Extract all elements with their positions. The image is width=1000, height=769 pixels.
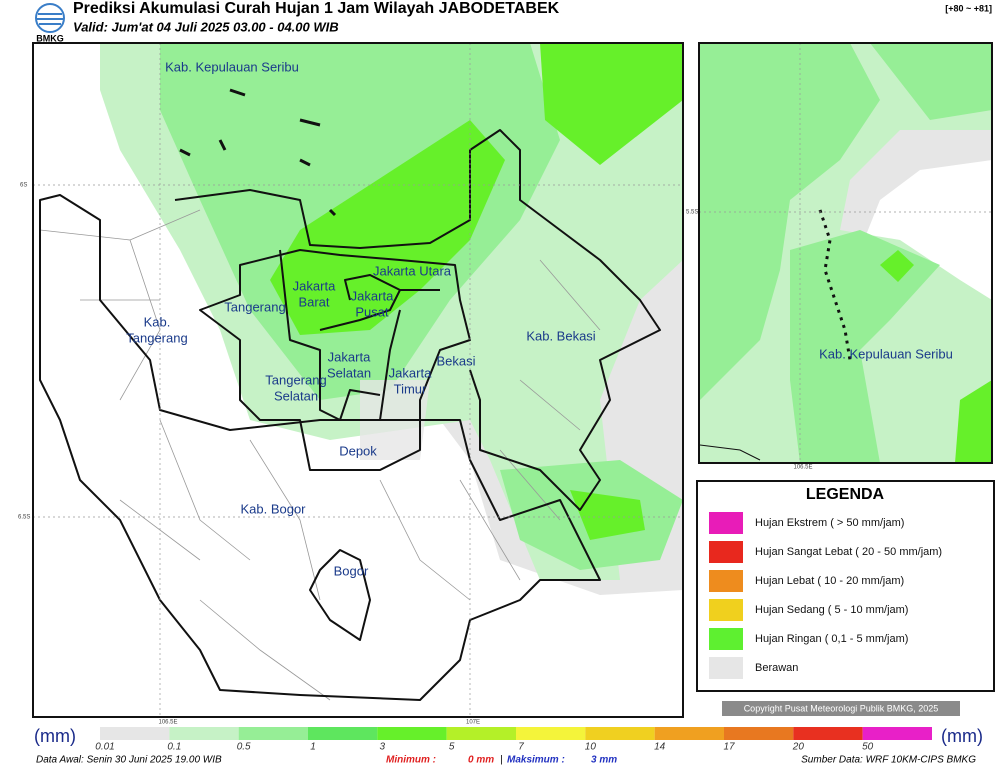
copyright: Copyright Pusat Meteorologi Publik BMKG,… [744, 703, 939, 713]
subtitle: Valid: Jum'at 04 Juli 2025 03.00 - 04.00… [73, 19, 339, 34]
region-label: Kab. [144, 314, 171, 329]
colorbar-step [238, 727, 308, 740]
colorbar-step [724, 727, 794, 740]
region-label: Jakarta [328, 349, 371, 364]
legend-label: Hujan Lebat ( 10 - 20 mm/jam) [755, 575, 904, 587]
colorbar-step [169, 727, 239, 740]
separator: | [500, 755, 503, 766]
legend-swatch [709, 657, 743, 679]
colorbar-label: 0.01 [95, 742, 114, 753]
copyright-box [722, 701, 960, 716]
title: Prediksi Akumulasi Curah Hujan 1 Jam Wil… [73, 0, 560, 17]
lat-label: 5.5S [686, 210, 698, 216]
region-label: Tangerang [126, 330, 187, 345]
colorbar-label: 14 [654, 742, 666, 753]
colorbar-label: 5 [449, 742, 455, 753]
legend-swatch [709, 628, 743, 650]
region-label: Kab. Bogor [240, 501, 306, 516]
region-label: Jakarta Utara [373, 263, 452, 278]
colorbar-step [862, 727, 932, 740]
legend-label: Hujan Sedang ( 5 - 10 mm/jam) [755, 604, 908, 616]
lon-label: 106.5E [158, 720, 177, 726]
region-label: Jakarta [389, 365, 432, 380]
unit: (mm) [941, 726, 983, 746]
colorbar-step [377, 727, 447, 740]
min-value: 0 mm [468, 755, 494, 766]
colorbar-step [516, 727, 586, 740]
lon-label: 106.5E [793, 465, 812, 471]
max-label: Maksimum : [507, 755, 565, 766]
colorbar-label: 7 [518, 742, 524, 753]
lat-label: 6S [20, 183, 27, 189]
legend-swatch [709, 599, 743, 621]
region-label: Jakarta [351, 288, 394, 303]
colorbar-step [654, 727, 724, 740]
max-value: 3 mm [591, 755, 617, 766]
colorbar-step [793, 727, 863, 740]
legend-swatch [709, 512, 743, 534]
region-label: Selatan [327, 365, 371, 380]
bmkg-logo: BMKG [35, 3, 65, 43]
region-label: Depok [339, 443, 377, 458]
colorbar-step [100, 727, 170, 740]
colorbar-step [446, 727, 516, 740]
region-label: Kab. Bekasi [526, 328, 595, 343]
legend-label: Hujan Ringan ( 0,1 - 5 mm/jam) [755, 633, 908, 645]
colorbar-label: 3 [380, 742, 386, 753]
region-label: Barat [298, 294, 329, 309]
colorbar: (mm) (mm) 0.01 0.1 0.5 1 3 5 7 10 14 17 20 50 [34, 726, 983, 753]
lat-label: 6.5S [18, 515, 30, 521]
colorbar-label: 0.5 [237, 742, 251, 753]
region-label: Tangerang [224, 299, 285, 314]
region-label: Jakarta [293, 278, 336, 293]
colorbar-label: 20 [792, 742, 805, 753]
range: [+80 ~ +81] [945, 3, 992, 13]
region-label: Pusat [355, 304, 389, 319]
main-map: 6S 6.5S 106.5E 107E Kab. Kepulauan Serib… [18, 42, 684, 726]
legend-label: Hujan Ekstrem ( > 50 mm/jam) [755, 517, 904, 529]
logo-text: BMKG [36, 33, 64, 43]
region-label: Selatan [274, 388, 318, 403]
colorbar-step [308, 727, 378, 740]
region-label: Bekasi [436, 353, 475, 368]
inset-label: Kab. Kepulauan Seribu [819, 346, 953, 361]
legend-label: Berawan [755, 662, 798, 674]
colorbar-step [585, 727, 655, 740]
unit: (mm) [34, 726, 76, 746]
colorbar-label: 1 [310, 742, 316, 753]
min-label: Minimum : [386, 755, 436, 766]
data-awal: Data Awal: Senin 30 Juni 2025 19.00 WIB [36, 755, 222, 766]
lon-label: 107E [466, 720, 480, 726]
region-label: Tangerang [265, 372, 326, 387]
region-label: Bogor [334, 563, 369, 578]
colorbar-label: 17 [723, 742, 735, 753]
colorbar-label: 0.1 [167, 742, 181, 753]
legend-label: Hujan Sangat Lebat ( 20 - 50 mm/jam) [755, 546, 942, 558]
legend: LEGENDA Hujan Ekstrem ( > 50 mm/jam) Huja… [696, 480, 995, 692]
region-label: Kab. Kepulauan Seribu [165, 59, 299, 74]
inset-map: 5.5S 106.5E Kab. Kepulauan Seribu [686, 42, 993, 471]
legend-swatch [709, 570, 743, 592]
legend-title: LEGENDA [806, 486, 885, 503]
region-label: Timur [394, 381, 427, 396]
colorbar-label: 10 [585, 742, 597, 753]
legend-swatch [709, 541, 743, 563]
source: Sumber Data: WRF 10KM-CIPS BMKG [801, 755, 976, 766]
colorbar-label: 50 [862, 742, 874, 753]
